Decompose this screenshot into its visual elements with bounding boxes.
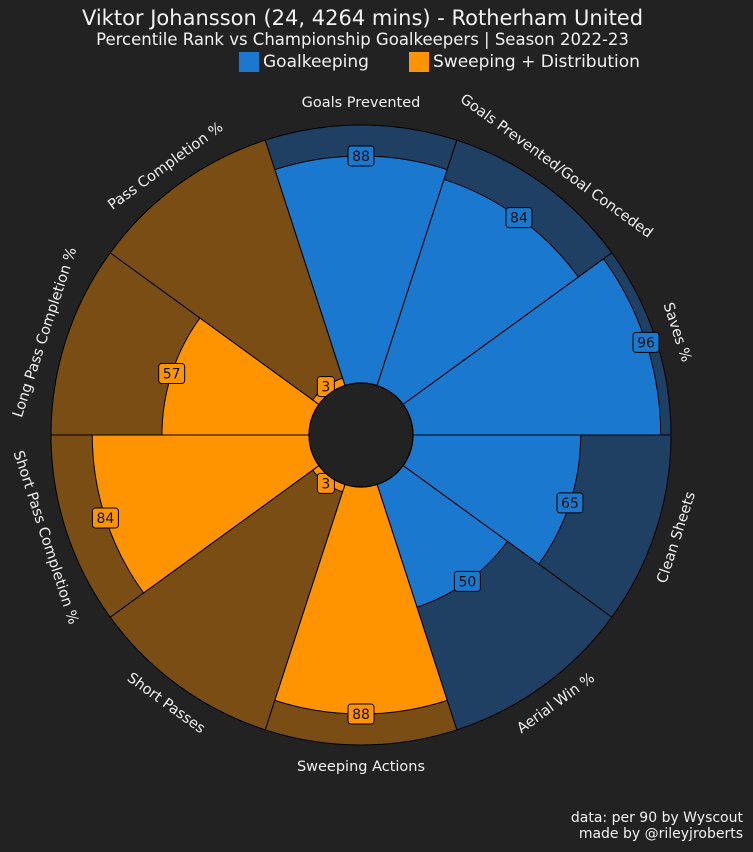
- footer-source: data: per 90 by Wyscout: [570, 810, 743, 826]
- footer-credit: made by @rileyjroberts: [578, 826, 743, 842]
- svg-text:88: 88: [352, 149, 370, 165]
- value-label-long-pass-completion: 57: [158, 362, 186, 384]
- legend-label-distribution: Sweeping + Distribution: [433, 52, 640, 72]
- param-label-sweeping-actions: Sweeping Actions: [297, 759, 425, 775]
- legend-swatch-distribution: [409, 52, 429, 72]
- value-label-short-pass-completion: 84: [91, 507, 119, 529]
- svg-text:88: 88: [352, 707, 370, 723]
- chart-footer: data: per 90 by Wyscout made by @rileyjr…: [571, 810, 743, 842]
- value-label-goals-prevented-goal-conceded: 84: [505, 207, 533, 229]
- svg-text:57: 57: [163, 366, 181, 382]
- svg-text:65: 65: [561, 496, 579, 512]
- value-label-short-passes: 3: [316, 472, 335, 494]
- svg-text:3: 3: [321, 380, 330, 396]
- svg-text:84: 84: [510, 211, 528, 227]
- center-circle: [308, 382, 414, 488]
- param-label-goals-prevented: Goals Prevented: [302, 95, 421, 111]
- legend-item-distribution: Sweeping + Distribution: [409, 52, 640, 72]
- chart-title: Viktor Johansson (24, 4264 mins) - Rothe…: [81, 6, 644, 30]
- legend-item-goalkeeping: Goalkeeping: [239, 52, 369, 72]
- svg-text:84: 84: [97, 511, 115, 527]
- svg-text:96: 96: [637, 335, 655, 351]
- value-label-goals-prevented: 88: [347, 145, 375, 167]
- svg-text:50: 50: [458, 574, 476, 590]
- value-label-clean-sheets: 65: [556, 492, 584, 514]
- legend-swatch-goalkeeping: [239, 52, 259, 72]
- param-label-saves: Saves %: [660, 301, 694, 364]
- svg-text:3: 3: [321, 476, 330, 492]
- legend-label-goalkeeping: Goalkeeping: [263, 52, 369, 72]
- value-label-aerial-win: 50: [453, 570, 481, 592]
- legend: Goalkeeping Sweeping + Distribution: [0, 52, 753, 74]
- value-label-saves: 96: [632, 331, 660, 353]
- chart-subtitle: Percentile Rank vs Championship Goalkeep…: [96, 30, 629, 49]
- value-label-sweeping-actions: 88: [347, 703, 375, 725]
